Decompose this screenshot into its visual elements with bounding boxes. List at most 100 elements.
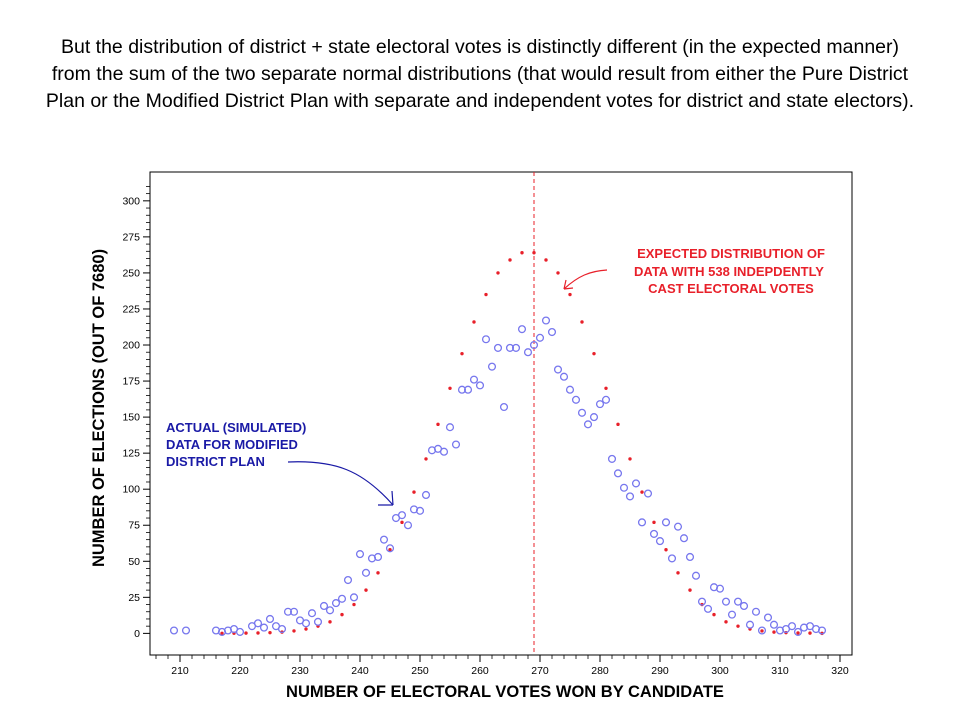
expected-annotation: EXPECTED DISTRIBUTION OF DATA WITH 538 I… (563, 246, 825, 296)
actual-point (559, 372, 569, 381)
actual-point (691, 571, 701, 580)
actual-point (523, 348, 533, 357)
actual-point (667, 554, 677, 563)
expected-point (760, 629, 764, 633)
y-tick-label: 100 (122, 484, 140, 496)
actual-point (397, 511, 407, 520)
actual-point (169, 626, 179, 635)
actual-point (283, 607, 293, 616)
actual-annotation-line-3: DISTRICT PLAN (166, 454, 265, 469)
expected-point (640, 490, 644, 494)
expected-point (568, 292, 572, 297)
actual-point (553, 365, 563, 374)
expected-series (220, 251, 824, 636)
actual-annotation-line-2: DATA FOR MODIFIED (166, 437, 298, 452)
actual-point (319, 601, 329, 611)
expected-annotation-line-2: DATA WITH 538 INDEPDENTLY (634, 264, 824, 279)
actual-point (739, 601, 749, 611)
expected-point (376, 571, 380, 575)
expected-point (652, 520, 656, 525)
actual-point (313, 617, 323, 626)
actual-annotation: ACTUAL (SIMULATED) DATA FOR MODIFIED DIS… (166, 420, 394, 506)
actual-annotation-line-1: ACTUAL (SIMULATED) (166, 420, 306, 435)
slide-headline: But the distribution of district + state… (45, 36, 915, 112)
expected-annotation-line-1: EXPECTED DISTRIBUTION OF (637, 246, 825, 261)
expected-point (328, 620, 332, 624)
actual-point (235, 627, 245, 636)
expected-point (532, 251, 536, 255)
actual-point (703, 604, 713, 613)
actual-point (469, 375, 479, 384)
expected-point (736, 624, 740, 628)
actual-point (253, 619, 263, 628)
expected-point (544, 258, 548, 262)
expected-point (472, 320, 476, 324)
actual-point (421, 490, 431, 500)
x-tick-label: 270 (531, 665, 549, 677)
actual-point (493, 343, 503, 352)
expected-point (604, 386, 608, 390)
expected-point (268, 630, 272, 635)
actual-point (745, 620, 755, 629)
expected-point (616, 422, 620, 427)
actual-point (583, 420, 593, 429)
actual-point (487, 362, 497, 371)
expected-point (364, 588, 368, 592)
actual-point (277, 624, 287, 634)
expected-point (508, 258, 512, 262)
actual-point (685, 552, 695, 562)
actual-point (355, 550, 365, 559)
actual-point (577, 408, 587, 417)
actual-point (259, 623, 269, 632)
actual-point (307, 609, 317, 618)
actual-point (415, 506, 425, 515)
actual-point (565, 385, 575, 394)
actual-point (385, 544, 395, 553)
expected-point (388, 548, 392, 552)
x-axis-title: NUMBER OF ELECTORAL VOTES WON BY CANDIDA… (286, 683, 724, 701)
y-tick-label: 125 (122, 448, 140, 460)
actual-point (619, 483, 629, 492)
expected-point (724, 620, 728, 624)
x-tick-label: 300 (711, 665, 729, 677)
expected-point (772, 630, 776, 634)
y-tick-label: 300 (122, 195, 140, 207)
actual-point (763, 613, 773, 622)
expected-point (256, 631, 260, 635)
actual-point (439, 447, 449, 456)
expected-point (400, 520, 404, 525)
actual-point (589, 413, 599, 422)
actual-point (793, 627, 803, 636)
actual-point (541, 316, 551, 325)
actual-point (721, 597, 731, 606)
expected-point (520, 251, 524, 255)
actual-point (751, 607, 761, 616)
x-tick-label: 230 (291, 665, 309, 677)
expected-point (412, 490, 416, 494)
actual-point (337, 594, 347, 603)
actual-point (697, 597, 707, 606)
actual-point (529, 340, 539, 350)
y-tick-label: 50 (128, 556, 140, 568)
expected-point (460, 351, 464, 356)
y-tick-label: 175 (122, 376, 140, 388)
actual-point (325, 606, 335, 615)
y-tick-label: 275 (122, 231, 140, 243)
x-tick-label: 290 (651, 665, 669, 677)
y-tick-label: 200 (122, 340, 140, 352)
actual-point (517, 325, 527, 334)
actual-point (349, 593, 359, 602)
x-tick-label: 260 (471, 665, 489, 677)
expected-point (556, 271, 560, 275)
actual-point (451, 440, 461, 449)
actual-point (733, 597, 743, 606)
expected-point (220, 631, 224, 636)
actual-point (817, 626, 827, 635)
actual-point (535, 333, 545, 342)
expected-annotation-line-3: CAST ELECTORAL VOTES (648, 281, 814, 296)
actual-point (769, 620, 779, 629)
actual-series (169, 316, 827, 636)
expected-point (688, 588, 692, 592)
actual-point (463, 385, 473, 394)
